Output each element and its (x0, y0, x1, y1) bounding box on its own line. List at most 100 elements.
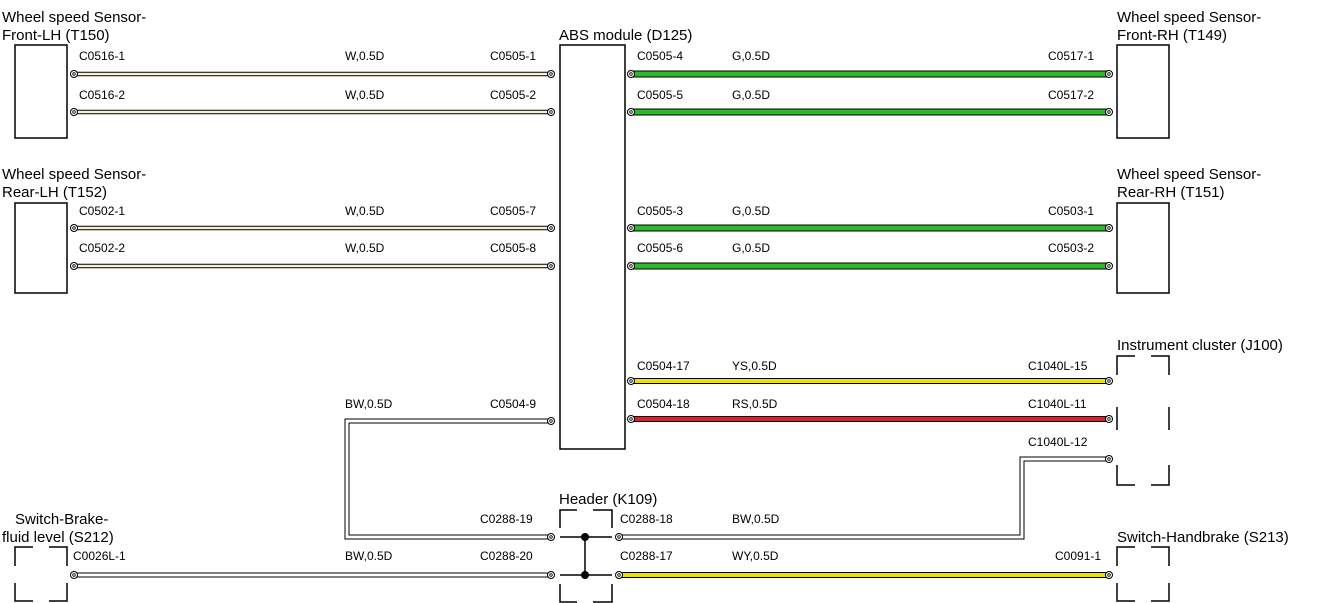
pin-label: C0502-1 (79, 204, 125, 218)
wss-front-lh-title-1: Wheel speed Sensor- (2, 9, 146, 26)
connector-pin-center-icon (629, 379, 633, 383)
connector-pin-icon (70, 70, 78, 78)
pin-label: C0516-2 (79, 88, 125, 102)
switch-brake-fluid-title-2: fluid level (S212) (2, 529, 114, 546)
connector-pin-center-icon (629, 72, 633, 76)
wire-spec-label: RS,0.5D (732, 397, 778, 411)
connector-pin-center-icon (629, 264, 633, 268)
connector-pin-icon (1105, 224, 1113, 232)
connector-pin-center-icon (72, 226, 76, 230)
connector-pin-icon (1105, 108, 1113, 116)
abs-module-box (559, 44, 626, 450)
connector-pin-icon (70, 108, 78, 116)
pin-label: C0091-1 (1055, 549, 1101, 563)
pin-label: C0288-17 (620, 549, 673, 563)
pin-label: C0505-4 (637, 49, 683, 63)
connector-pin-icon (1105, 415, 1113, 423)
pin-label: C0517-1 (1048, 49, 1094, 63)
connector-pin-icon (547, 533, 555, 541)
pin-label: C0503-1 (1048, 204, 1094, 218)
instrument-cluster-title: Instrument cluster (J100) (1117, 337, 1283, 354)
wire-spec-label: YS,0.5D (732, 359, 777, 373)
pin-label: C0516-1 (79, 49, 125, 63)
pin-label: C0505-3 (637, 204, 683, 218)
wheel-speed-sensor-rear-rh-box (1116, 202, 1170, 294)
pin-label: C0502-2 (79, 241, 125, 255)
connector-pin-center-icon (72, 264, 76, 268)
switch-brake-fluid-level-box (14, 546, 68, 602)
splice-node-top (581, 533, 589, 541)
pin-label: C0026L-1 (73, 549, 126, 563)
wss-front-rh-title-1: Wheel speed Sensor- (1117, 9, 1261, 26)
connector-pin-center-icon (617, 573, 621, 577)
wire-C0288-18-to-C1040L-12 (619, 457, 1109, 539)
wheel-speed-sensor-rear-lh-box (14, 202, 68, 294)
pin-label: C0503-2 (1048, 241, 1094, 255)
pin-label: C1040L-12 (1028, 435, 1088, 449)
wss-rear-rh-title-1: Wheel speed Sensor- (1117, 166, 1261, 183)
connector-pin-icon (627, 262, 635, 270)
connector-pin-icon (627, 224, 635, 232)
connector-pin-center-icon (549, 535, 553, 539)
wss-rear-rh-title-2: Rear-RH (T151) (1117, 184, 1225, 201)
wire-spec-label: W,0.5D (345, 241, 385, 255)
header-splice (560, 533, 612, 579)
connector-pin-center-icon (617, 535, 621, 539)
connector-pin-icon (547, 70, 555, 78)
wire-spec-label: G,0.5D (732, 241, 770, 255)
connector-pin-center-icon (549, 573, 553, 577)
connector-pin-icon (70, 262, 78, 270)
abs-module-title: ABS module (D125) (559, 27, 692, 44)
wire-spec-label: G,0.5D (732, 88, 770, 102)
connector-pin-icon (615, 571, 623, 579)
pin-label: C0505-5 (637, 88, 683, 102)
connector-pin-center-icon (549, 226, 553, 230)
switch-brake-fluid-title-1: Switch-Brake- (15, 511, 108, 528)
connector-pin-icon (627, 108, 635, 116)
connector-pin-icon (1105, 70, 1113, 78)
wire-spec-label: W,0.5D (345, 204, 385, 218)
connector-pin-center-icon (1107, 264, 1111, 268)
splice-node-bottom (581, 571, 589, 579)
connector-pin-center-icon (72, 110, 76, 114)
connector-pin-center-icon (1107, 379, 1111, 383)
connector-pin-icon (615, 533, 623, 541)
wire-C0504-9-to-C0288-19 (345, 419, 551, 539)
pin-label: C0288-20 (480, 549, 533, 563)
connector-pin-icon (547, 262, 555, 270)
pin-label: C0504-18 (637, 397, 690, 411)
pin-label: C0288-19 (480, 512, 533, 526)
connector-pin-center-icon (72, 72, 76, 76)
header-title: Header (K109) (559, 491, 657, 508)
connector-pin-icon (547, 571, 555, 579)
wheel-speed-sensor-front-lh-box (14, 44, 68, 139)
connector-pin-center-icon (629, 417, 633, 421)
connector-pin-center-icon (1107, 72, 1111, 76)
wire-spec-label: BW,0.5D (732, 512, 780, 526)
wire-spec-label: BW,0.5D (345, 549, 393, 563)
wss-front-lh-title-2: Front-LH (T150) (2, 27, 110, 44)
connector-pin-icon (70, 571, 78, 579)
wire-spec-label: W,0.5D (345, 88, 385, 102)
pin-label: C1040L-11 (1028, 397, 1087, 411)
pin-label: C0504-17 (637, 359, 690, 373)
connector-pin-icon (70, 224, 78, 232)
connector-pin-center-icon (549, 110, 553, 114)
wire-C0288-18-outline (619, 456, 1109, 540)
wire-spec-label: W,0.5D (345, 49, 385, 63)
wss-rear-lh-title-2: Rear-LH (T152) (2, 184, 107, 201)
connector-pin-icon (1105, 377, 1113, 385)
connector-pin-center-icon (629, 226, 633, 230)
connector-pin-center-icon (629, 110, 633, 114)
pin-label: C0505-6 (637, 241, 683, 255)
connector-pin-center-icon (549, 72, 553, 76)
connector-pin-icon (1105, 455, 1113, 463)
pin-label: C1040L-15 (1028, 359, 1088, 373)
pin-label: C0505-1 (490, 49, 536, 63)
connector-pin-icon (627, 70, 635, 78)
wss-rear-lh-title-1: Wheel speed Sensor- (2, 166, 146, 183)
wss-front-rh-title-2: Front-RH (T149) (1117, 27, 1227, 44)
connector-pin-icon (547, 417, 555, 425)
switch-handbrake-title: Switch-Handbrake (S213) (1117, 529, 1289, 546)
